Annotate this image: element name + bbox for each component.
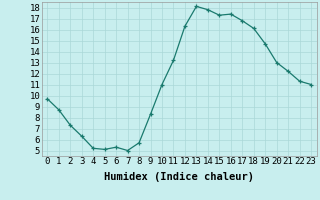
X-axis label: Humidex (Indice chaleur): Humidex (Indice chaleur): [104, 172, 254, 182]
